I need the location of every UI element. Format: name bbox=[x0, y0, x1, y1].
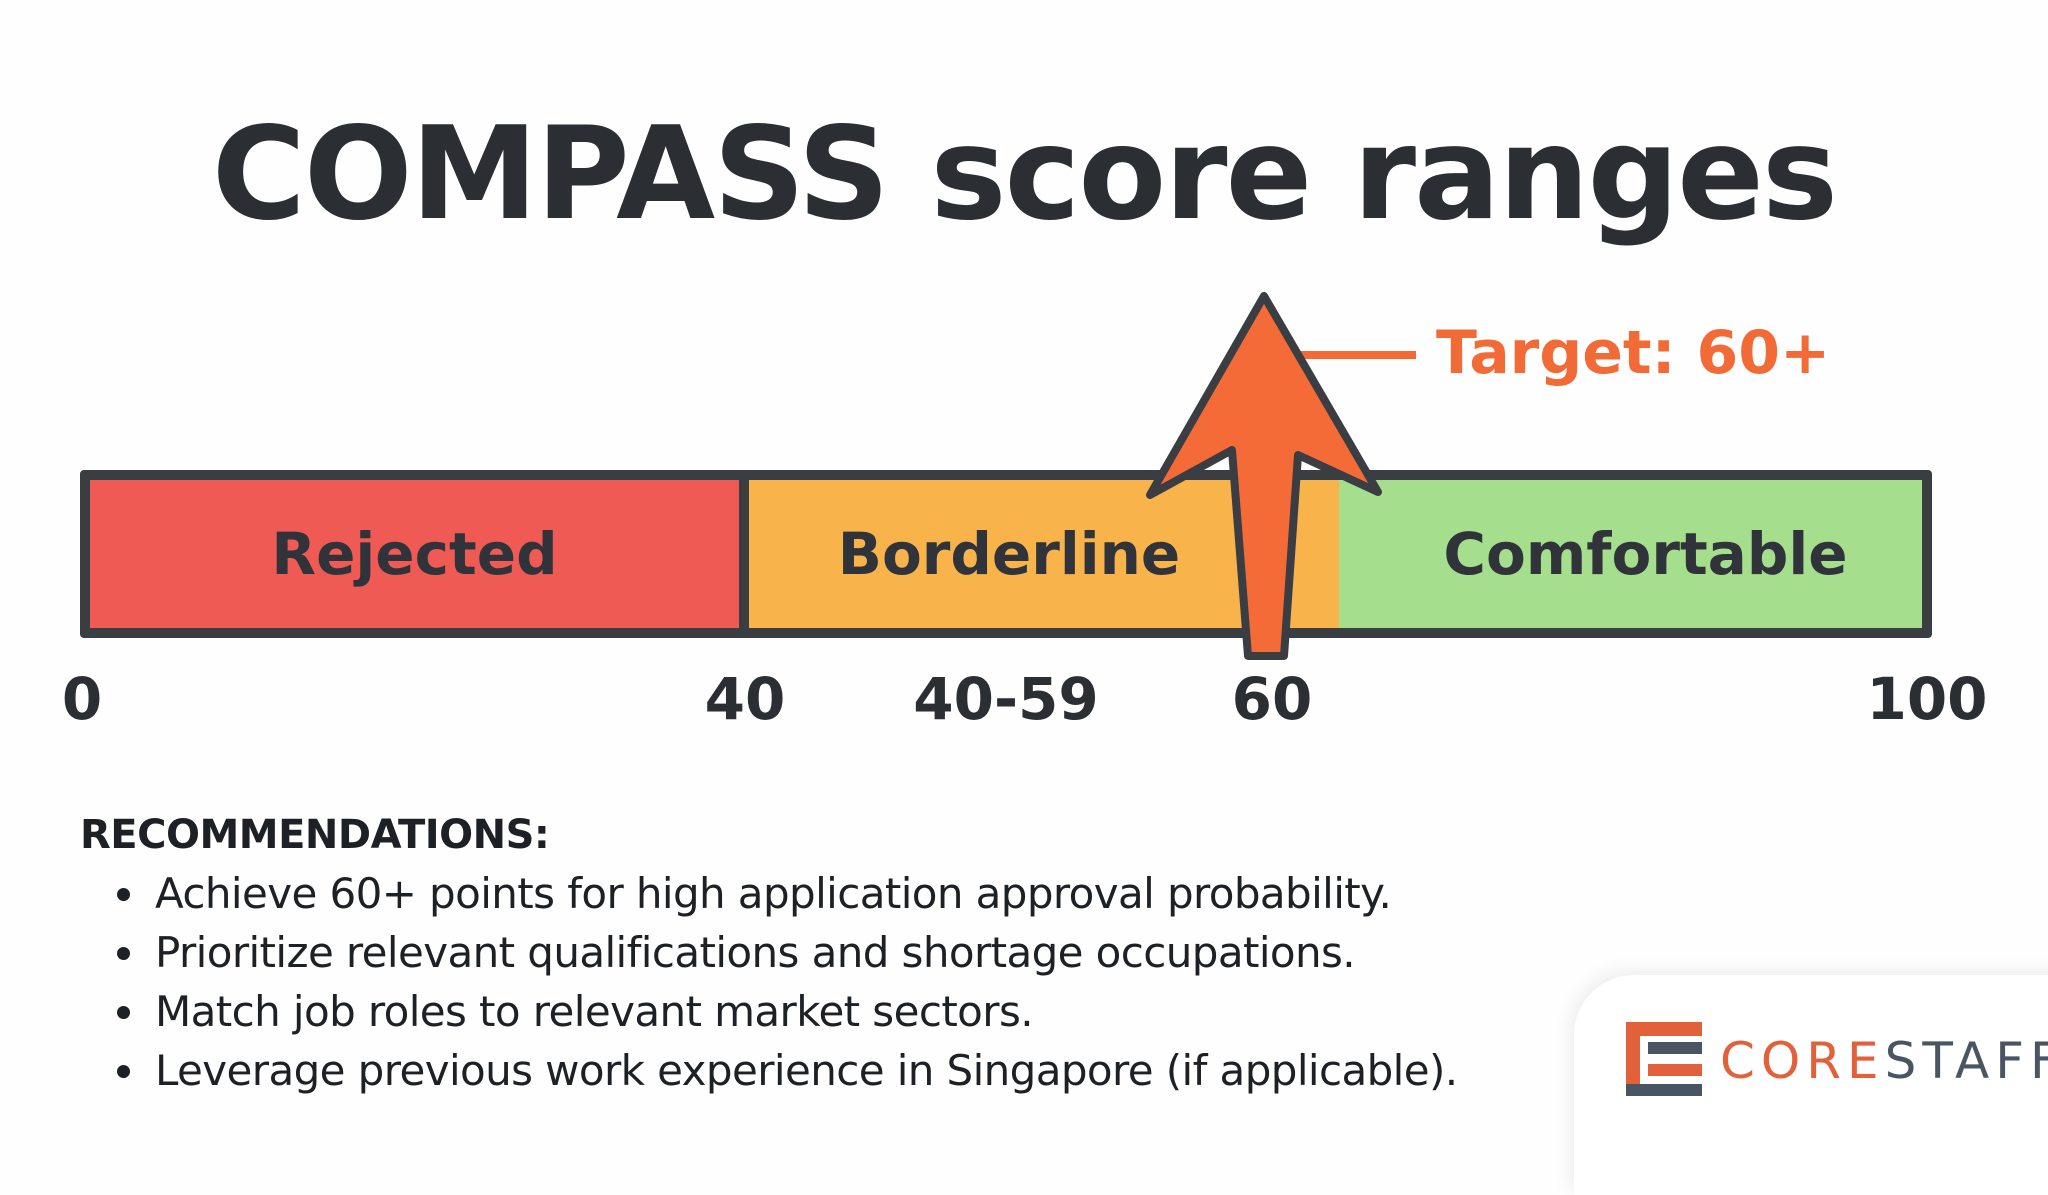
logo-text-core: CORE bbox=[1720, 1032, 1885, 1090]
target-label: Target: 60+ bbox=[1436, 318, 1831, 388]
score-range-bar: Rejected Borderline Comfortable bbox=[80, 470, 1932, 638]
recommendations-section: RECOMMENDATIONS: Achieve 60+ points for … bbox=[80, 812, 1530, 1100]
segment-rejected: Rejected bbox=[90, 480, 749, 628]
page-title: COMPASS score ranges bbox=[211, 100, 1838, 249]
segment-comfortable: Comfortable bbox=[1339, 480, 1922, 628]
tick-label-40: 40 bbox=[704, 665, 786, 733]
recommendations-list: Achieve 60+ points for high application … bbox=[80, 864, 1530, 1100]
logo-text-staff: STAFF bbox=[1884, 1032, 2048, 1090]
list-item: Prioritize relevant qualifications and s… bbox=[117, 923, 1530, 982]
list-item: Match job roles to relevant market secto… bbox=[117, 982, 1530, 1041]
tick-label-100: 100 bbox=[1866, 665, 1988, 733]
corestaff-logo-text: CORESTAFF bbox=[1720, 1032, 2048, 1090]
tick-label-borderline-range: 40-59 bbox=[913, 665, 1099, 733]
list-item: Achieve 60+ points for high application … bbox=[117, 864, 1530, 923]
recommendations-heading: RECOMMENDATIONS: bbox=[80, 812, 550, 858]
tick-label-60: 60 bbox=[1231, 665, 1313, 733]
scale-tick-labels: 0 40 40-59 60 100 bbox=[0, 665, 2048, 745]
tick-label-0: 0 bbox=[61, 665, 103, 733]
segment-borderline: Borderline bbox=[749, 480, 1339, 628]
list-item: Leverage previous work experience in Sin… bbox=[117, 1041, 1530, 1100]
corestaff-logo-icon bbox=[1626, 1022, 1702, 1096]
